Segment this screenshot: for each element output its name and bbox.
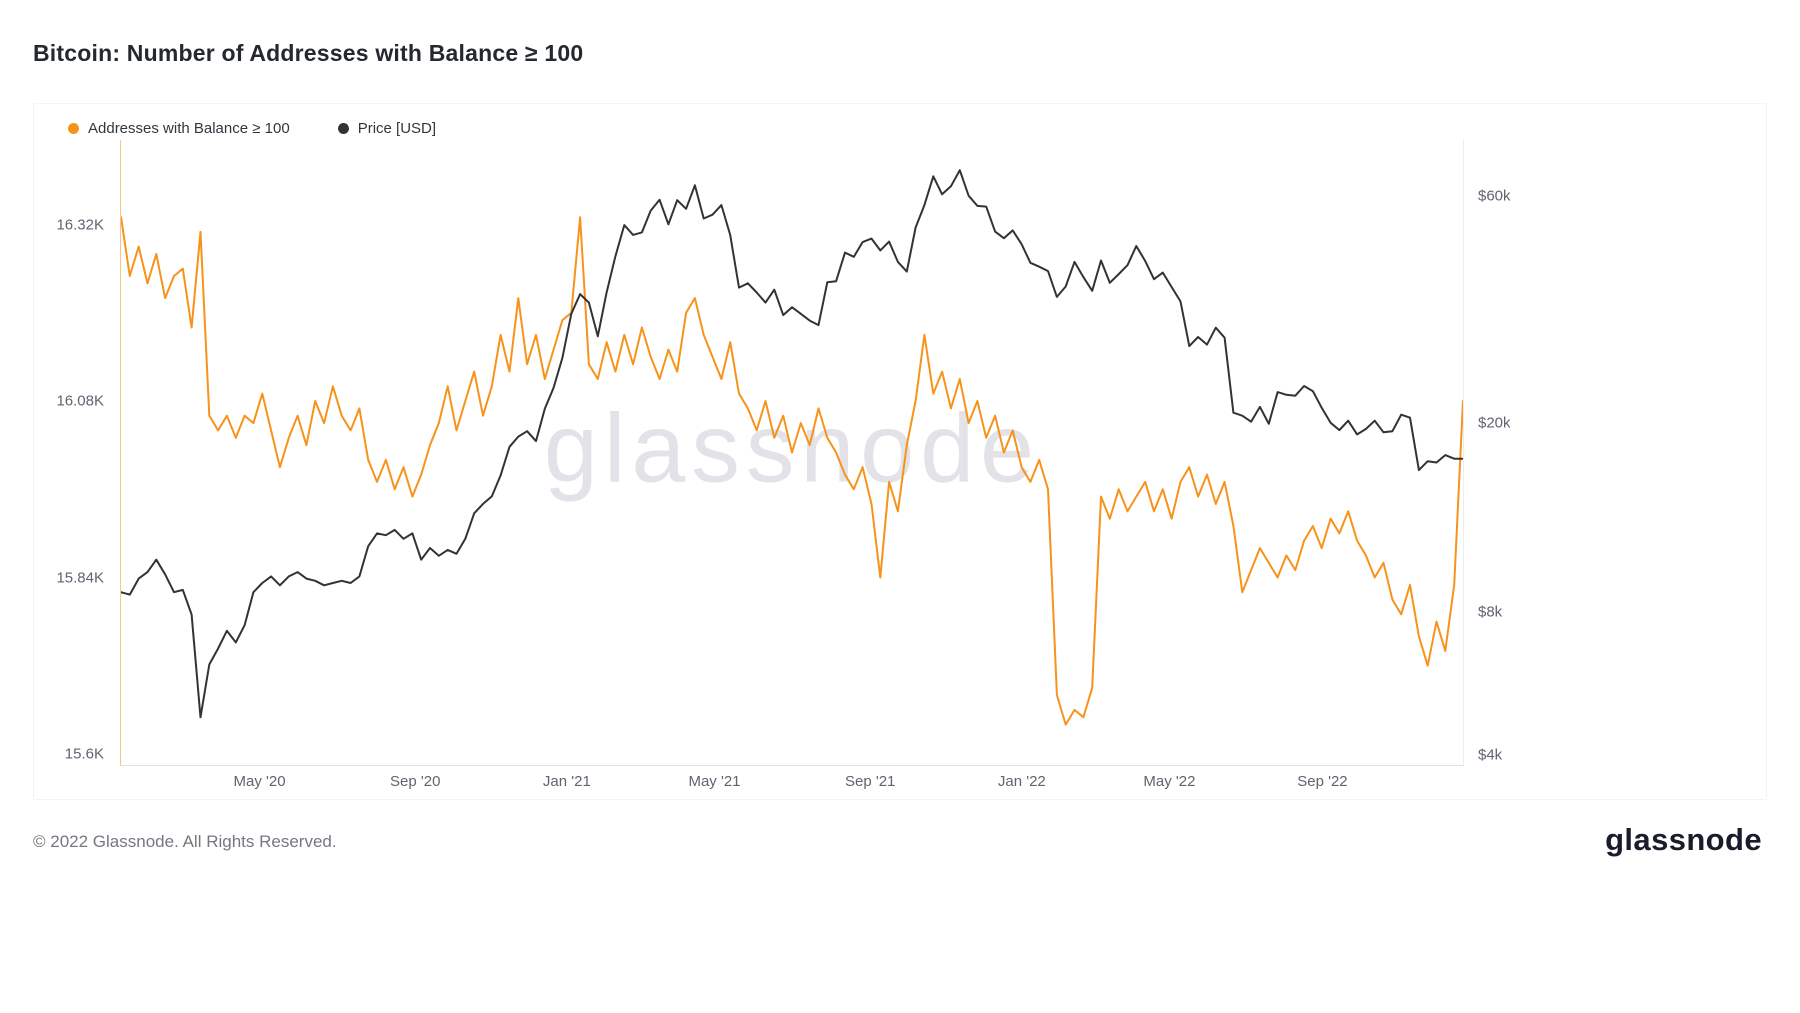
copyright-text: © 2022 Glassnode. All Rights Reserved. <box>33 832 337 851</box>
glassnode-logo[interactable]: glassnode <box>1605 822 1762 857</box>
legend-item-addresses[interactable]: Addresses with Balance ≥ 100 <box>68 120 290 137</box>
y-left-tick-label: 16.32K <box>56 216 104 234</box>
x-axis-tick-label: May '22 <box>1143 773 1196 790</box>
y-right-tick-label: $4k <box>1478 746 1503 764</box>
y-right-tick-label: $8k <box>1478 603 1503 621</box>
chart-canvas <box>121 169 1463 726</box>
legend-item-label: Addresses with Balance ≥ 100 <box>88 120 290 137</box>
legend-item-label: Price [USD] <box>357 120 437 137</box>
chart-card <box>33 103 1767 800</box>
legend-dot-icon <box>337 123 349 134</box>
page-title: Bitcoin: Number of Addresses with Balanc… <box>33 40 584 66</box>
glassnode-watermark: glassnode <box>543 393 1041 503</box>
x-axis-tick-label: Jan '22 <box>997 773 1046 790</box>
plot-area[interactable]: glassnode <box>120 140 1464 766</box>
y-right-tick-label: $20k <box>1478 414 1511 432</box>
y-left-tick-label: 15.6K <box>64 745 104 763</box>
x-axis-tick-label: May '20 <box>233 773 286 790</box>
x-axis-tick-label: Jan '21 <box>542 773 591 790</box>
series-line-price <box>121 169 1463 719</box>
chart-legend: Addresses with Balance ≥ 100 Price [USD] <box>68 120 436 137</box>
y-left-tick-label: 15.84K <box>56 569 104 586</box>
y-left-tick-label: 16.08K <box>56 392 104 410</box>
x-axis-tick-label: May '21 <box>688 773 741 790</box>
legend-item-price[interactable]: Price [USD] <box>337 120 437 137</box>
y-right-tick-label: $60k <box>1478 187 1511 205</box>
x-axis-tick-label: Sep '20 <box>390 773 441 790</box>
x-axis-tick-label: Sep '21 <box>844 773 896 790</box>
series-line-addresses <box>121 216 1463 726</box>
legend-dot-icon <box>68 123 79 134</box>
x-axis-tick-label: Sep '22 <box>1297 773 1348 790</box>
